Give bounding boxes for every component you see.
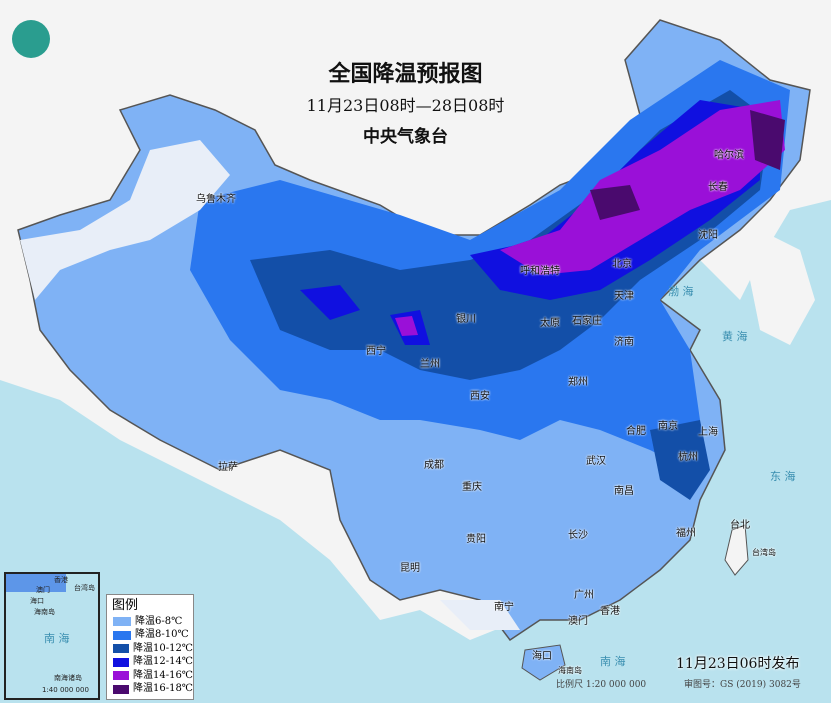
publish-time: 11月23日06时发布 [676,656,800,672]
city-label: 银川 [456,314,476,325]
city-label: 济南 [614,337,634,348]
legend-label: 降温8-10℃ [135,629,189,641]
inset-label-islands: 南海诸岛 [54,674,82,682]
city-label: 合肥 [626,426,646,437]
sea-label-donghai: 东 海 [770,470,796,483]
legend-label: 降温6-8℃ [135,615,183,627]
legend-item: 降温12-14℃ [113,656,193,670]
area-cooling-10-12-east [650,420,710,500]
city-label: 福州 [676,528,696,539]
legend-label: 降温14-16℃ [132,669,193,681]
inset-label-haikou: 海口 [30,597,44,605]
inset-label-sea: 南 海 [44,632,70,645]
city-label: 澳门 [568,616,588,627]
city-label: 昆明 [400,563,420,574]
city-label: 广州 [574,590,594,601]
city-label: 长春 [708,182,728,193]
legend-swatch [113,617,131,627]
legend-title: 图例 [112,598,139,613]
city-label: 杭州 [678,452,698,463]
korea-land [750,230,815,345]
city-label: 南昌 [614,486,634,497]
city-label: 呼和浩特 [520,266,560,277]
map-issuer: 中央气象台 [363,127,448,147]
legend-label: 降温10-12℃ [132,642,193,654]
inset-label-macau: 澳门 [36,586,50,594]
legend-item: 降温6-8℃ [113,615,193,629]
legend: 图例 降温6-8℃ 降温8-10℃ 降温10-12℃ 降温12-14℃ 降温14-16℃… [106,594,194,700]
south-china-sea-inset: 澳门 香港 台湾岛 海口 海南岛 南 海 南海诸岛 1:40 000 000 [4,572,100,700]
island-label-taiwan: 台湾岛 [752,548,776,557]
taiwan-island [724,524,749,576]
city-label: 郑州 [568,377,588,388]
hainan-island [521,644,566,681]
area-cooling-14-16-qinghai [395,316,418,336]
city-label: 台北 [730,520,750,531]
map-title: 全国降温预报图 [328,62,483,87]
island-label-hainan: 海南岛 [558,666,582,675]
inset-label-hainan: 海南岛 [34,608,55,616]
city-label: 北京 [612,259,632,270]
map-scale: 比例尺 1:20 000 000 [556,680,647,690]
legend-swatch [113,644,129,654]
area-cooling-14-16 [500,100,785,275]
city-label: 沈阳 [698,230,718,241]
sea-label-huanghai: 黄 海 [722,330,748,343]
legend-swatch [113,684,129,694]
city-label: 太原 [540,318,560,329]
inset-label-hongkong: 香港 [54,576,68,584]
city-label: 乌鲁木齐 [196,194,236,205]
city-label: 哈尔滨 [714,150,744,161]
legend-item: 降温14-16℃ [113,669,193,683]
sea-label-bohai: 渤 海 [668,285,694,298]
inset-land [6,574,66,592]
cma-logo [12,20,50,58]
city-label: 贵阳 [466,534,486,545]
legend-label: 降温16-18℃ [132,683,193,695]
city-label: 拉萨 [218,462,238,473]
city-label: 西宁 [366,346,386,357]
legend-item: 降温10-12℃ [113,642,193,656]
legend-item: 降温8-10℃ [113,629,193,643]
city-label: 石家庄 [572,316,602,327]
city-label: 长沙 [568,530,588,541]
city-label: 南京 [658,421,678,432]
city-label: 天津 [614,291,634,302]
city-label: 武汉 [586,456,606,467]
city-label: 香港 [600,606,620,617]
legend-label: 降温12-14℃ [132,656,193,668]
city-label: 上海 [698,427,718,438]
city-label: 兰州 [420,359,440,370]
map-approval-number: 审图号：GS (2019) 3082号 [684,680,801,690]
area-cooling-16-18 [590,110,785,220]
area-cooling-12-14-qinghai [300,285,430,345]
legend-swatch [113,671,129,681]
inset-scale: 1:40 000 000 [42,686,89,694]
inset-label-taiwan: 台湾岛 [74,584,95,592]
legend-swatch [113,657,129,667]
sea-label-nanhai: 南 海 [600,655,626,668]
city-label: 重庆 [462,482,482,493]
city-label: 海口 [532,651,552,662]
map-period: 11月23日08时—28日08时 [306,96,505,115]
city-label: 西安 [470,391,490,402]
legend-item: 降温16-18℃ [113,683,193,697]
city-label: 南宁 [494,602,514,613]
legend-swatch [113,630,131,640]
city-label: 成都 [424,460,444,471]
